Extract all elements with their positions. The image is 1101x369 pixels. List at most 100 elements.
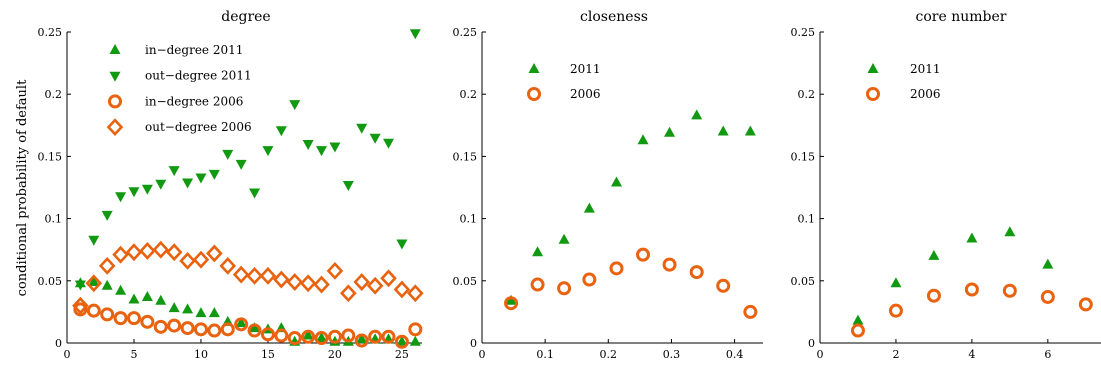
degree-legend-marker: [109, 44, 121, 54]
degree-point: [356, 123, 368, 134]
y-axis-label: conditional probability of default: [15, 79, 30, 296]
closeness-point: [664, 126, 676, 137]
closeness-y-tick-label: 0.05: [453, 275, 478, 288]
degree-point: [366, 276, 384, 295]
core-number-point: [1078, 297, 1093, 312]
closeness-point: [743, 304, 758, 319]
closeness-point: [505, 294, 517, 305]
closeness-legend-label: 2011: [570, 62, 601, 76]
core-number-point: [890, 277, 902, 288]
core-number-y-tick-label: 0.15: [791, 150, 816, 163]
degree-point: [342, 181, 354, 192]
degree-point: [167, 318, 182, 333]
core-number-y-tick-label: 0.2: [798, 88, 816, 101]
degree-legend-marker: [109, 71, 121, 82]
degree-point: [259, 266, 277, 285]
core-number-legend: 2011 2006: [866, 62, 941, 101]
degree-point: [235, 159, 247, 170]
core-number-point: [1002, 283, 1017, 298]
closeness-point: [558, 233, 570, 244]
degree-point: [235, 317, 247, 328]
degree-point: [206, 244, 223, 263]
degree-point: [396, 335, 408, 346]
degree-point: [152, 240, 170, 259]
degree-point: [101, 279, 113, 290]
core-number-y-tick-label: 0.25: [791, 26, 816, 39]
degree-legend: in−degree 2011 out−degree 2011 in−degree 2…: [106, 43, 252, 137]
core-number-point: [850, 323, 865, 338]
degree-point: [88, 276, 100, 287]
degree-point: [289, 100, 301, 111]
degree-point: [249, 322, 261, 333]
degree-point: [128, 293, 140, 304]
degree-x-tick-label: 15: [261, 348, 275, 361]
degree-point: [232, 265, 250, 284]
degree-point: [409, 335, 421, 346]
closeness-point: [662, 257, 677, 272]
degree-series-2: [73, 302, 423, 349]
core-number-point: [1042, 258, 1054, 269]
degree-legend-label: in−degree 2011: [145, 43, 243, 57]
degree-point: [299, 274, 317, 293]
degree-point: [354, 333, 369, 348]
degree-point: [247, 323, 262, 338]
closeness-legend-marker: [527, 87, 541, 101]
core-number-legend-label: 2006: [910, 87, 941, 101]
closeness-point: [583, 202, 595, 213]
closeness-x-tick-label: 0.4: [726, 348, 744, 361]
core-number-y-tick-label: 0.05: [791, 275, 816, 288]
degree-panel-title: degree: [221, 9, 270, 25]
degree-point: [85, 274, 103, 293]
closeness-panel-title: closeness: [580, 9, 648, 25]
degree-point: [274, 328, 289, 343]
degree-y-tick-label: 0.25: [38, 26, 63, 39]
degree-point: [208, 307, 220, 318]
closeness-point: [504, 296, 519, 311]
degree-x-tick-label: 25: [395, 348, 409, 361]
degree-point: [407, 284, 424, 303]
degree-point: [368, 329, 383, 344]
closeness-series-0: [505, 109, 756, 305]
degree-x-tick-label: 5: [130, 348, 137, 361]
closeness-x-tick-label: 0.2: [600, 348, 618, 361]
degree-point: [326, 261, 344, 280]
degree-point: [341, 328, 356, 343]
degree-point: [313, 275, 330, 294]
degree-point: [98, 256, 116, 275]
closeness-point: [532, 246, 544, 257]
closeness-x-tick-label: 0.3: [663, 348, 681, 361]
closeness-point: [609, 261, 624, 276]
degree-point: [86, 303, 101, 318]
degree-point: [340, 284, 357, 303]
degree-point: [208, 169, 220, 180]
closeness-x-tick-label: 0.1: [536, 348, 554, 361]
degree-point: [168, 302, 180, 313]
degree-legend-label: out−degree 2006: [145, 120, 252, 134]
degree-point: [353, 273, 370, 291]
degree-x-tick-label: 10: [194, 348, 208, 361]
degree-point: [100, 307, 115, 322]
degree-point: [155, 179, 167, 190]
degree-point: [383, 138, 395, 149]
degree-point: [180, 321, 195, 336]
degree-point: [168, 166, 180, 177]
closeness-point: [582, 272, 597, 287]
core-number-point: [926, 288, 941, 303]
degree-point: [220, 322, 235, 337]
degree-legend-marker: [108, 94, 122, 109]
core-number-point: [888, 303, 903, 318]
closeness-legend-marker: [528, 63, 540, 73]
degree-point: [273, 270, 290, 289]
closeness-point: [689, 265, 704, 280]
closeness-y-tick-label: 0.15: [453, 150, 478, 163]
degree-point: [381, 329, 396, 344]
core-number-point: [966, 232, 978, 243]
core-number-point: [1040, 289, 1055, 304]
degree-point: [140, 314, 155, 329]
closeness-legend-label: 2006: [570, 87, 601, 101]
closeness-legend: 2011 2006: [527, 62, 601, 101]
degree-point: [408, 322, 423, 337]
core-number-legend-marker: [867, 63, 879, 73]
core-number-point: [928, 249, 940, 260]
degree-series-3: [72, 240, 424, 315]
